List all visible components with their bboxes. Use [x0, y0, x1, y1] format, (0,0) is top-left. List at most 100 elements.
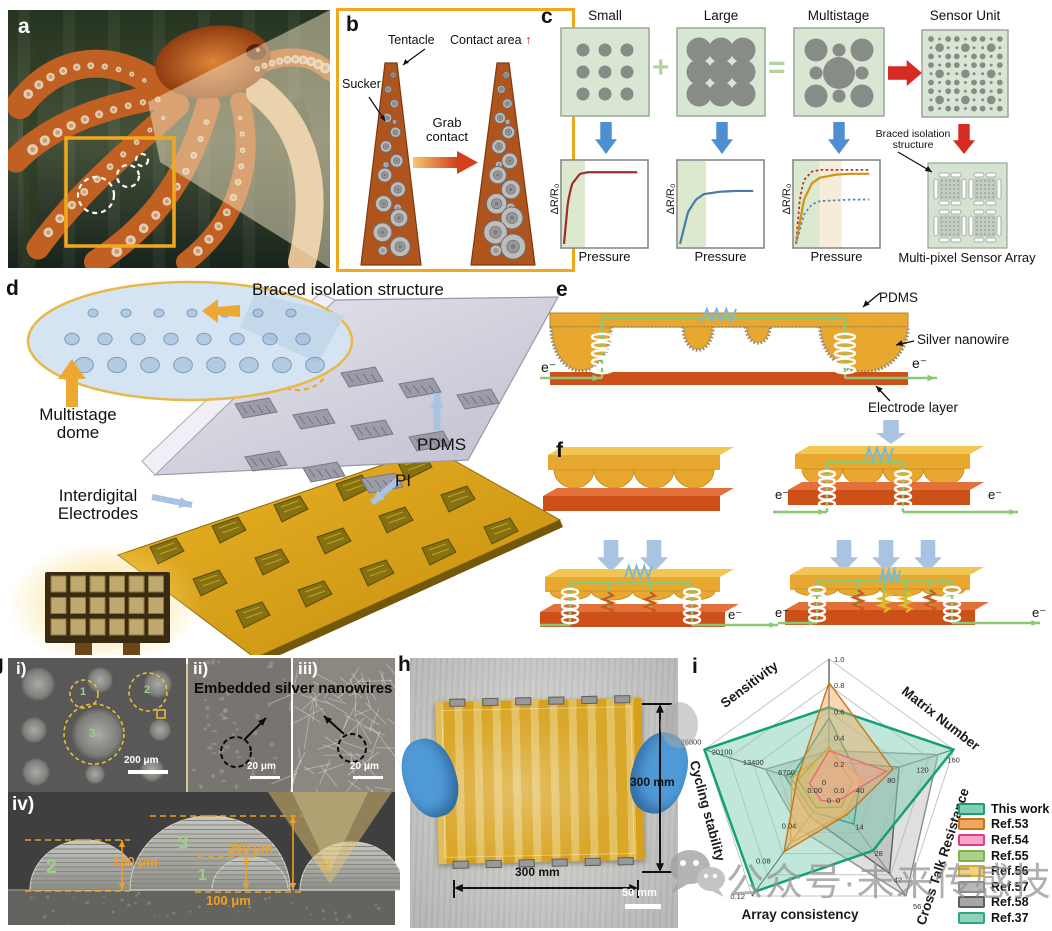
panel-c-label: c	[541, 5, 553, 28]
panel-f-label: f	[556, 439, 563, 462]
braced-line1: Braced isolation	[875, 128, 951, 140]
embedded-silver-nanowires-label: Embedded silver nanowires	[194, 680, 393, 697]
plus-operator: +	[652, 51, 670, 84]
equals-operator: =	[768, 51, 786, 84]
interdigital-electrodes-label: Interdigital Electrodes	[30, 487, 166, 523]
panel-h-label: h	[398, 653, 411, 676]
pdms-label-d: PDMS	[417, 435, 467, 454]
panel-a-octopus-photo	[8, 10, 330, 268]
plot1-ylabel: ΔR/R₀	[549, 183, 561, 215]
panel-c-graphics	[560, 27, 1009, 249]
legend-label: Ref.56	[991, 864, 1029, 879]
dome-circle-2: 2	[144, 684, 151, 696]
electrode-layer-label: Electrode layer	[868, 400, 959, 415]
height-150: 150 μm	[113, 854, 158, 869]
electron-f-br-right: e⁻	[1032, 605, 1047, 620]
svg-text:6700: 6700	[778, 768, 795, 777]
multistage-line2: dome	[56, 422, 100, 442]
contact-area-text: Contact area	[450, 33, 522, 47]
panel-a-label: a	[18, 15, 30, 38]
legend-label: Ref.53	[991, 817, 1029, 832]
radar-legend: This work Ref.53 Ref.54 Ref.55 Ref.56 Ref.57 R…	[958, 801, 1049, 926]
legend-swatch	[958, 911, 985, 924]
panel-e-cross-section	[540, 292, 937, 444]
dome-circle-1: 1	[80, 686, 87, 698]
svg-text:1.0: 1.0	[834, 655, 844, 664]
electron-f-tr-left: e⁻	[775, 487, 790, 502]
dimension-annotations	[453, 703, 672, 898]
legend-swatch	[958, 833, 985, 846]
braced-isolation-structure-label: Braced isolation structure	[252, 280, 444, 299]
height-100: 100 μm	[206, 893, 251, 908]
legend-item-ref-37: Ref.37	[958, 910, 1049, 926]
iv-number-1: 1	[198, 867, 207, 884]
legend-label: Ref.57	[991, 879, 1029, 894]
legend-item-ref-57: Ref.57	[958, 879, 1049, 895]
scalebar-iii	[353, 776, 383, 779]
panel-g-sem-images	[8, 658, 400, 925]
watermark-dot	[660, 702, 698, 748]
legend-label: Ref.55	[991, 848, 1029, 863]
legend-swatch	[958, 849, 985, 862]
legend-swatch	[958, 880, 985, 893]
legend-item-ref-53: Ref.53	[958, 817, 1049, 833]
pi-label: PI	[395, 471, 412, 490]
svg-text:28: 28	[874, 849, 882, 858]
svg-text:Array consistency: Array consistency	[741, 907, 859, 922]
plot3-ylabel: ΔR/R₀	[781, 183, 793, 215]
svg-text:0.04: 0.04	[782, 821, 797, 830]
electron-f-tr-right: e⁻	[988, 487, 1003, 502]
svg-text:0: 0	[827, 796, 831, 805]
sub-ii-label: ii)	[193, 659, 209, 678]
legend-item-ref-58: Ref.58	[958, 895, 1049, 911]
scalebar-h-label: 50 mm	[622, 887, 657, 899]
plot3-xlabel: Pressure	[810, 249, 863, 264]
svg-text:0.12: 0.12	[730, 892, 745, 901]
legend-item-this-work: This work	[958, 801, 1049, 817]
scalebar-h	[625, 904, 661, 909]
sub-i-label: i)	[16, 659, 27, 678]
legend-swatch	[958, 896, 985, 909]
legend-label: Ref.54	[991, 832, 1029, 847]
svg-text:13400: 13400	[743, 758, 764, 767]
panel-e-label: e	[556, 278, 568, 301]
sucker-label: Sucker	[342, 77, 381, 91]
panel-h-photo	[392, 658, 697, 928]
up-arrow-icon: ↑	[525, 33, 532, 47]
sub-iv-label: iv)	[12, 794, 35, 815]
svg-text:Sensitivity: Sensitivity	[718, 658, 781, 711]
legend-swatch	[958, 865, 985, 878]
scalebar-ii	[250, 776, 280, 779]
col-title-sensor-unit: Sensor Unit	[929, 8, 1001, 23]
multistage-dome-label: Multistage dome	[20, 406, 136, 442]
col-title-small: Small	[588, 8, 622, 23]
pdms-label-e: PDMS	[879, 290, 919, 305]
grab-contact-label: Grab contact	[412, 116, 482, 143]
iv-number-2: 2	[46, 857, 57, 878]
svg-text:160: 160	[947, 756, 960, 765]
svg-text:56: 56	[913, 902, 921, 911]
svg-text:80: 80	[887, 776, 895, 785]
legend-item-ref-56: Ref.56	[958, 863, 1049, 879]
col-title-multistage: Multistage	[807, 8, 870, 23]
panel-b-label: b	[346, 13, 359, 36]
height-250: 250 μm	[228, 841, 273, 856]
svg-text:0.08: 0.08	[756, 857, 771, 866]
svg-text:0.00: 0.00	[807, 786, 822, 795]
octopus-illustration	[8, 10, 330, 268]
legend-swatch	[958, 802, 985, 815]
dome-circle-3: 3	[89, 726, 96, 740]
interdigital-line1: Interdigital	[58, 486, 138, 505]
svg-text:120: 120	[916, 766, 929, 775]
legend-item-ref-54: Ref.54	[958, 832, 1049, 848]
plot1-xlabel: Pressure	[578, 249, 631, 264]
panel-i-label: i	[692, 655, 698, 678]
legend-label: This work	[991, 801, 1050, 816]
panel-g-label: g	[0, 652, 4, 675]
svg-text:20100: 20100	[712, 748, 733, 757]
grab-line2: contact	[426, 128, 468, 144]
electron-f-br-left: e⁻	[775, 605, 790, 620]
scalebar-ii-label: 20 μm	[247, 761, 276, 772]
legend-swatch	[958, 818, 985, 831]
